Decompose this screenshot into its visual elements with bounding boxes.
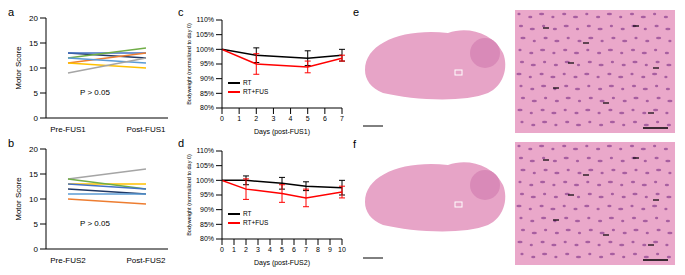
svg-text:0: 0 (34, 114, 39, 123)
svg-text:Motor Score: Motor Score (14, 46, 23, 90)
svg-text:110%: 110% (197, 147, 214, 154)
svg-text:20: 20 (29, 145, 38, 154)
html-text:RT+FUS: RT+FUS (243, 88, 269, 95)
svg-text:4: 4 (268, 246, 272, 253)
svg-text:85%: 85% (200, 221, 214, 228)
svg-text:15: 15 (29, 39, 38, 48)
svg-text:90%: 90% (200, 206, 214, 213)
svg-text:Pre-FUS2: Pre-FUS2 (50, 256, 86, 265)
svg-text:15: 15 (29, 170, 38, 179)
svg-text:Days (post-FUS1): Days (post-FUS1) (254, 128, 310, 136)
svg-text:5: 5 (34, 220, 39, 229)
svg-text:1: 1 (237, 115, 241, 122)
svg-text:105%: 105% (196, 162, 214, 169)
svg-text:Pre-FUS1: Pre-FUS1 (50, 125, 86, 134)
svg-text:10: 10 (338, 246, 346, 253)
svg-text:7: 7 (304, 246, 308, 253)
svg-text:80%: 80% (200, 235, 214, 242)
svg-text:10: 10 (29, 64, 38, 73)
svg-text:Bodyweight (normalized to day: Bodyweight (normalized to day 0) (186, 23, 192, 105)
svg-text:6: 6 (292, 246, 296, 253)
svg-text:95%: 95% (200, 60, 214, 67)
svg-text:Days (post-FUS2): Days (post-FUS2) (254, 259, 310, 267)
svg-text:5: 5 (306, 115, 310, 122)
html-text:b: b (8, 137, 15, 149)
html-text:e: e (353, 6, 360, 18)
svg-text:9: 9 (328, 246, 332, 253)
svg-text:2: 2 (254, 115, 258, 122)
svg-text:Post-FUS2: Post-FUS2 (126, 256, 166, 265)
svg-text:20: 20 (29, 14, 38, 23)
html-text:RT: RT (243, 210, 252, 217)
svg-text:0: 0 (34, 245, 39, 254)
svg-text:Bodyweight (normalized to day: Bodyweight (normalized to day 0) (186, 154, 192, 236)
svg-text:2: 2 (244, 246, 248, 253)
svg-text:3: 3 (256, 246, 260, 253)
svg-text:1: 1 (232, 246, 236, 253)
svg-text:85%: 85% (200, 90, 214, 97)
svg-text:105%: 105% (196, 31, 214, 38)
svg-text:3: 3 (271, 115, 275, 122)
svg-text:95%: 95% (200, 191, 214, 198)
html-text:P > 0.05: P > 0.05 (80, 219, 110, 228)
html-text:d: d (178, 137, 185, 149)
svg-text:100%: 100% (196, 46, 214, 53)
svg-text:Motor Score: Motor Score (14, 177, 23, 221)
svg-text:6: 6 (323, 115, 327, 122)
svg-text:10: 10 (29, 195, 38, 204)
svg-text:8: 8 (316, 246, 320, 253)
html-text:RT: RT (243, 79, 252, 86)
svg-text:4: 4 (289, 115, 293, 122)
svg-text:90%: 90% (200, 75, 214, 82)
svg-text:7: 7 (340, 115, 344, 122)
svg-text:5: 5 (34, 89, 39, 98)
html-text:RT+FUS: RT+FUS (243, 219, 269, 226)
html-text:P > 0.05: P > 0.05 (80, 88, 110, 97)
html-text:f: f (353, 138, 357, 150)
svg-text:100%: 100% (196, 177, 214, 184)
svg-text:0: 0 (220, 115, 224, 122)
svg-text:Post-FUS1: Post-FUS1 (126, 125, 166, 134)
html-text:c: c (178, 6, 184, 18)
svg-text:5: 5 (280, 246, 284, 253)
svg-text:0: 0 (220, 246, 224, 253)
html-text:a: a (8, 6, 15, 18)
svg-text:80%: 80% (200, 104, 214, 111)
svg-text:110%: 110% (197, 16, 214, 23)
